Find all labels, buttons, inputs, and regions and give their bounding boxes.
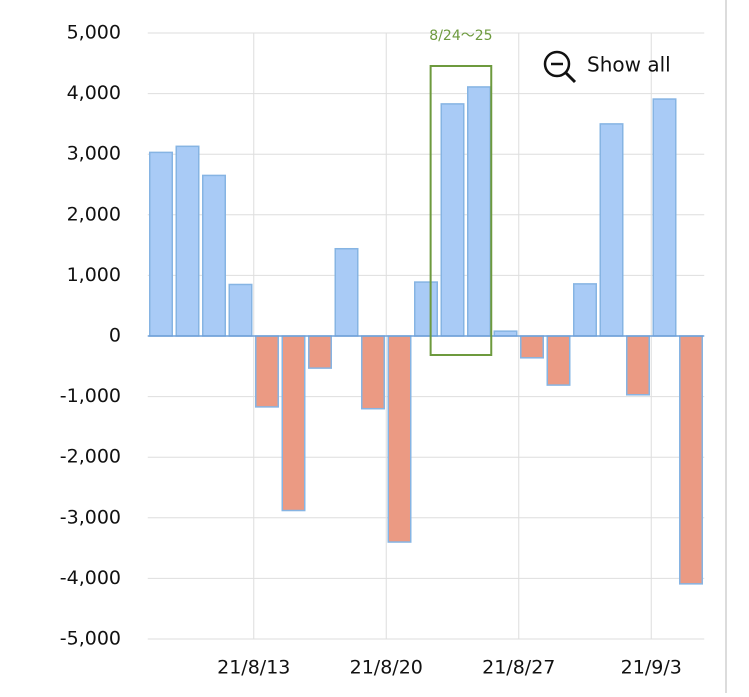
annotation: 8/24〜25: [429, 28, 492, 44]
bar: [202, 174, 226, 337]
x-tick-label: 21/8/20: [350, 657, 423, 679]
bar: [361, 335, 385, 410]
y-tick-label: -1,000: [60, 385, 121, 407]
bar: [414, 281, 438, 337]
bar: [626, 335, 650, 396]
bar: [652, 98, 677, 337]
x-tick-label: 21/8/13: [217, 657, 290, 679]
bar: [255, 335, 279, 408]
bar: [520, 335, 544, 359]
y-tick-label: 1,000: [67, 264, 121, 286]
bar: [175, 145, 200, 337]
bar: [387, 335, 412, 543]
bar: [281, 335, 306, 512]
bar: [149, 151, 173, 337]
y-tick-label: -4,000: [60, 567, 121, 589]
y-tick-label: 4,000: [67, 82, 121, 104]
y-tick-label: 3,000: [67, 143, 121, 165]
show-all-button[interactable]: Show all: [543, 50, 671, 84]
bar: [679, 335, 703, 585]
y-tick-label: 5,000: [67, 22, 121, 44]
y-tick-label: -3,000: [60, 506, 121, 528]
bar: [467, 86, 491, 337]
show-all-label: Show all: [587, 53, 671, 77]
bar: [546, 335, 571, 386]
x-tick-label: 21/8/27: [482, 657, 555, 679]
bar: [308, 335, 332, 369]
y-tick-label: 2,000: [67, 203, 121, 225]
x-tick-label: 21/9/3: [621, 657, 682, 679]
y-tick-label: 0: [109, 325, 121, 347]
zoom-icon-handle: [564, 71, 577, 84]
bar: [440, 103, 465, 337]
bar: [599, 123, 624, 337]
bar: [334, 247, 359, 337]
y-tick-label: -2,000: [60, 446, 121, 468]
bar: [228, 283, 253, 337]
selection-box: [429, 65, 493, 356]
y-tick-label: -5,000: [60, 628, 121, 650]
bar: [573, 283, 597, 337]
zoom-icon: [543, 50, 571, 78]
